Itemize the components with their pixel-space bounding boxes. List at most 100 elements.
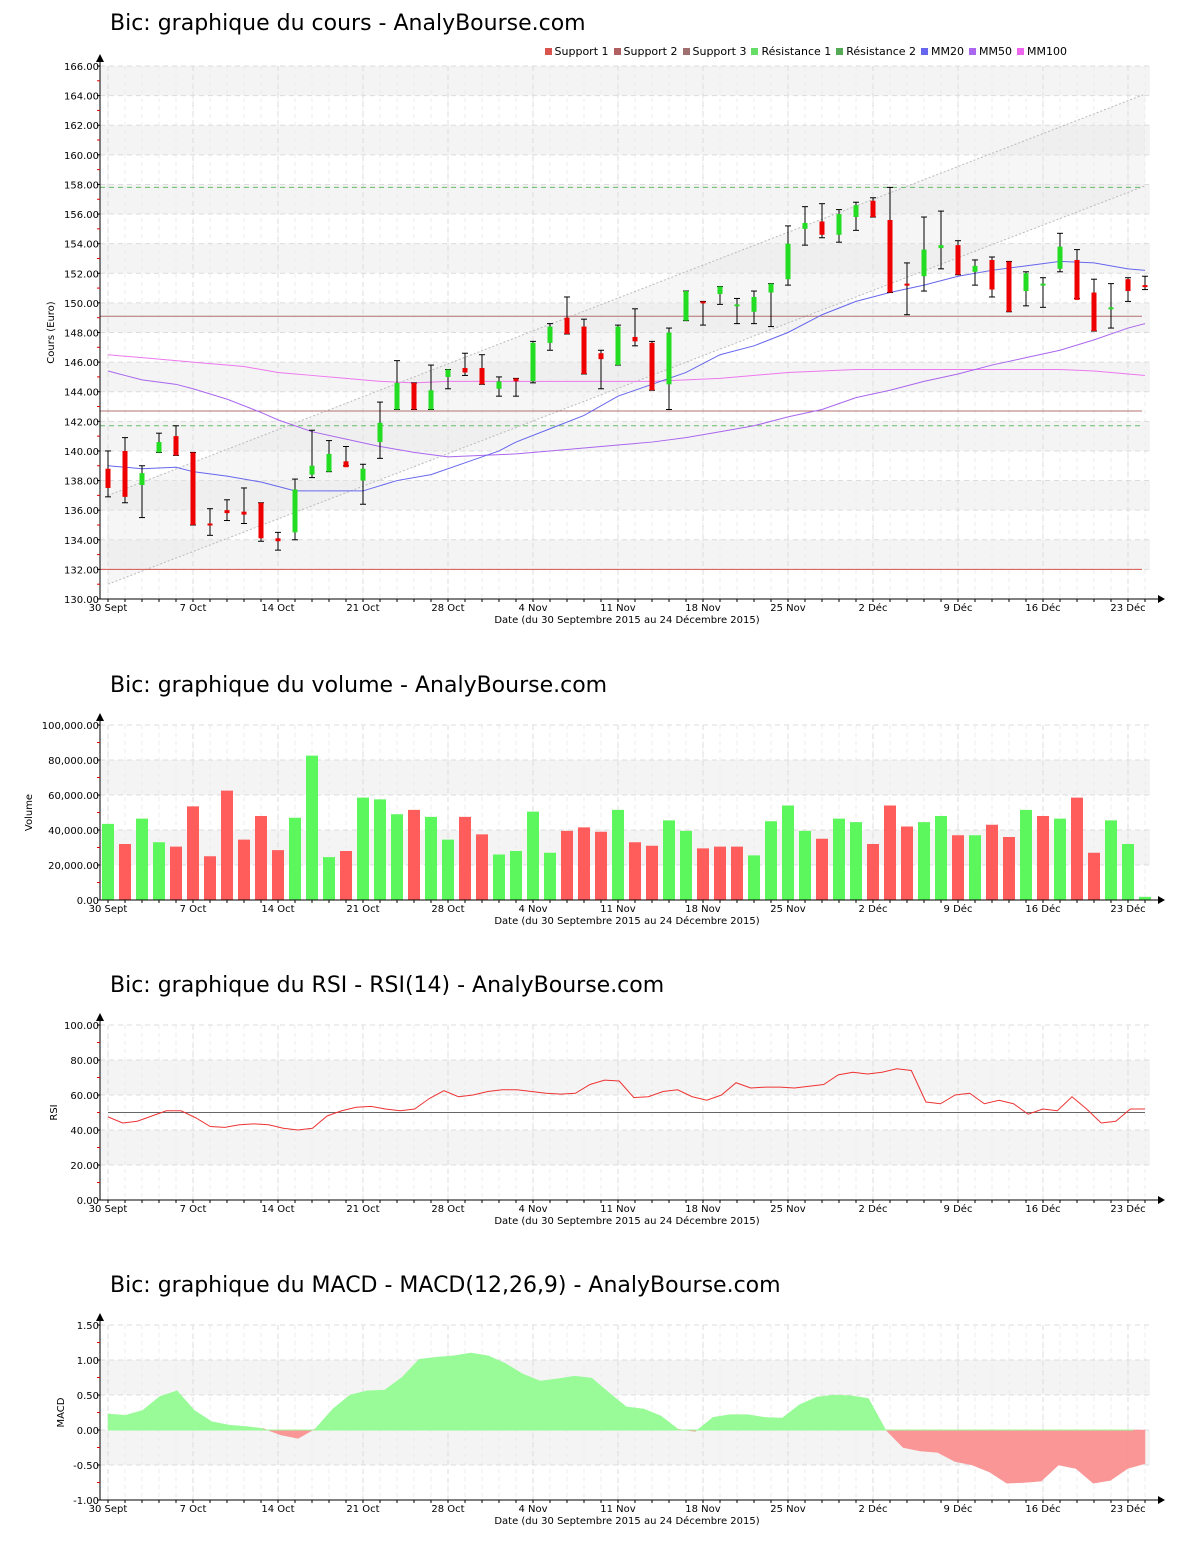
- x-tick-label: 30 Sept: [89, 1504, 128, 1515]
- legend-swatch-icon: [682, 48, 690, 55]
- candle: [598, 349, 604, 390]
- macd-area: [764, 1417, 783, 1431]
- legend-item: Résistance 2: [836, 45, 916, 58]
- x-axis-label: Date (du 30 Septembre 2015 au 24 Décembr…: [494, 614, 759, 626]
- volume-bar: [918, 822, 930, 900]
- candle: [309, 429, 315, 479]
- macd-area: [107, 1413, 126, 1431]
- candle: [989, 256, 995, 298]
- volume-bar: [561, 830, 573, 900]
- candle: [105, 450, 111, 498]
- x-tick-label: 25 Nov: [770, 603, 806, 614]
- macd-area: [1006, 1429, 1025, 1484]
- rsi-chart-title: Bic: graphique du RSI - RSI(14) - AnalyB…: [110, 973, 665, 998]
- candle: [802, 206, 808, 246]
- candle: [462, 352, 468, 376]
- y-tick-label: 144.00: [64, 388, 99, 399]
- y-axis-label: Cours (Euro): [46, 301, 57, 364]
- volume-bar: [442, 839, 454, 900]
- legend-label: Résistance 2: [846, 45, 917, 58]
- y-tick-label: 100,000.00: [42, 721, 99, 732]
- x-tick-label: 28 Oct: [431, 904, 464, 915]
- volume-bar: [935, 816, 947, 900]
- candle: [768, 283, 774, 328]
- y-axis-label: RSI: [49, 1104, 60, 1120]
- volume-bar: [731, 846, 743, 900]
- x-tick-label: 16 Déc: [1025, 1503, 1060, 1515]
- macd-area: [487, 1355, 506, 1431]
- rsi-chart: 0.00 20.00 40.00 60.00 80.00 100.00 30 Sept 7 O…: [49, 1013, 1165, 1227]
- x-tick-label: 28 Oct: [431, 1504, 464, 1515]
- x-tick-label: 2 Déc: [859, 1203, 888, 1215]
- candle: [377, 401, 383, 459]
- candle: [1074, 249, 1080, 300]
- candle: [1057, 232, 1063, 273]
- macd-area: [1092, 1429, 1111, 1484]
- volume-bar: [867, 844, 879, 900]
- macd-area: [246, 1426, 264, 1431]
- candle: [139, 465, 145, 519]
- x-tick-label: 23 Déc: [1110, 1203, 1145, 1215]
- y-axis-label: Volume: [24, 794, 35, 831]
- x-tick-label: 28 Oct: [431, 603, 464, 614]
- volume-bar: [1139, 896, 1151, 900]
- candle: [292, 478, 298, 541]
- volume-bar: [663, 820, 675, 900]
- volume-bar: [1037, 816, 1049, 900]
- volume-bar: [408, 809, 420, 900]
- legend-label: MM20: [931, 45, 965, 58]
- y-tick-label: 1.50: [77, 1321, 99, 1332]
- x-tick-label: 11 Nov: [600, 603, 636, 614]
- macd-area: [574, 1375, 593, 1431]
- y-tick-label: -1.00: [73, 1496, 99, 1507]
- volume-bar: [493, 854, 505, 900]
- macd-area: [799, 1396, 817, 1431]
- legend-swatch-icon: [613, 48, 621, 55]
- volume-bar: [799, 830, 811, 900]
- macd-area: [228, 1424, 247, 1431]
- legend-label: Support 3: [692, 45, 747, 58]
- volume-bar: [255, 816, 267, 900]
- volume-bar: [204, 856, 216, 900]
- x-tick-label: 21 Oct: [346, 1204, 379, 1215]
- volume-bar: [1122, 844, 1134, 900]
- volume-bar: [1071, 797, 1083, 900]
- candle: [1091, 278, 1097, 332]
- y-tick-label: 158.00: [64, 180, 99, 191]
- x-tick-label: 30 Sept: [89, 1204, 128, 1215]
- candle: [904, 262, 910, 316]
- x-tick-label: 2 Déc: [859, 1503, 888, 1515]
- y-tick-label: 0.00: [77, 1196, 99, 1207]
- candle: [1108, 283, 1114, 329]
- macd-area: [1110, 1429, 1128, 1481]
- y-tick-label: 164.00: [64, 92, 99, 103]
- macd-area: [971, 1429, 990, 1473]
- x-tick-label: 25 Nov: [770, 1504, 806, 1515]
- x-tick-label: 28 Oct: [431, 1204, 464, 1215]
- legend-item: Support 3: [682, 45, 747, 58]
- y-tick-label: 1.00: [77, 1356, 99, 1367]
- volume-bar: [119, 844, 131, 900]
- x-tick-label: 23 Déc: [1110, 903, 1145, 915]
- volume-bar: [952, 835, 964, 900]
- macd-area: [1023, 1429, 1042, 1483]
- volume-bar: [612, 809, 624, 900]
- volume-bar: [850, 822, 862, 900]
- volume-bar: [765, 821, 777, 900]
- macd-area: [505, 1363, 524, 1431]
- rsi-axes: 0.00 20.00 40.00 60.00 80.00 100.00 30 Sept 7 O…: [49, 1013, 1165, 1227]
- y-tick-label: 20.00: [70, 1161, 99, 1172]
- candle: [1040, 277, 1046, 308]
- candle: [853, 201, 859, 231]
- candle: [275, 531, 281, 551]
- macd-area: [1075, 1429, 1094, 1484]
- volume-bar: [646, 845, 658, 900]
- candle: [972, 259, 978, 286]
- x-tick-label: 18 Nov: [685, 1204, 721, 1215]
- y-tick-label: 166.00: [64, 62, 99, 73]
- volume-bar: [629, 842, 641, 900]
- x-tick-label: 11 Nov: [600, 1204, 636, 1215]
- candle: [479, 354, 485, 385]
- volume-bar: [153, 842, 165, 900]
- y-tick-label: 150.00: [64, 299, 99, 310]
